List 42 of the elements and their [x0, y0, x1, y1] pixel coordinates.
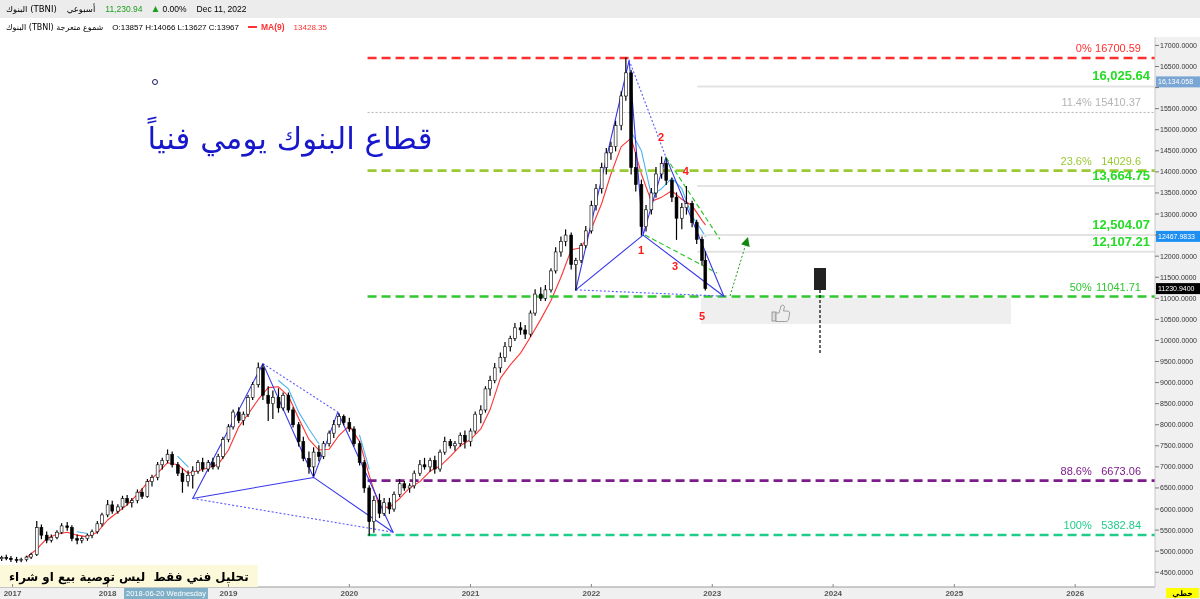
- data-label: 6673.06: [1101, 464, 1141, 477]
- x-tick-label: 2017: [3, 588, 23, 598]
- x-tick-label: 2019: [219, 588, 238, 598]
- annotation: 0%: [1075, 42, 1092, 55]
- data-label: 16,025.64: [1092, 68, 1151, 84]
- data-label: 12,504.07: [1092, 216, 1150, 232]
- x-tick-label: 2020: [340, 588, 359, 598]
- data-label: 13,664.75: [1092, 168, 1150, 183]
- annotation: 4: [682, 165, 690, 178]
- data-label: 5382.84: [1101, 519, 1141, 532]
- x-tick-label: 2024: [824, 588, 843, 598]
- annotation: 1: [637, 244, 645, 256]
- text: 0.00%: [162, 4, 188, 14]
- annotation: 3: [671, 260, 679, 272]
- text: أسبوعي: [66, 3, 96, 14]
- annotation: 23.6%: [1060, 154, 1092, 167]
- text: 13428.35: [293, 22, 328, 32]
- text: 11,230.94: [105, 4, 143, 14]
- text: O:13857 H:14066 L:13627 C:13967: [112, 22, 240, 32]
- annotation: 100%: [1063, 519, 1092, 532]
- x-tick-label: 2022: [582, 588, 601, 598]
- data-label: 15410.37: [1095, 96, 1141, 109]
- x-tick-label: 2018: [98, 588, 118, 598]
- text: Dec 11, 2022: [196, 4, 247, 14]
- x-tick-label: 2023: [703, 588, 722, 598]
- data-label: 16700.59: [1095, 42, 1141, 55]
- annotation: 2: [657, 131, 665, 144]
- x-tick-label: 2025: [945, 588, 964, 598]
- annotation: 88.6%: [1060, 464, 1092, 477]
- annotation: 5: [698, 310, 706, 322]
- text: قطاع البنوك يومي فنياً: [147, 116, 433, 157]
- legend-label: MA(9): [261, 22, 285, 32]
- annotation: 50%: [1069, 280, 1092, 293]
- data-label: 14029.6: [1101, 154, 1141, 167]
- annotation: تحليل فني فقط ليس توصية بيع او شراء: [8, 570, 249, 585]
- x-tick-label: 2026: [1066, 588, 1085, 598]
- text: البنوك (TBNI): [6, 4, 57, 14]
- data-label: 12,107.21: [1092, 233, 1150, 249]
- data-label: 11041.71: [1095, 280, 1141, 293]
- annotation: 11.4%: [1061, 96, 1092, 109]
- text: البنوك (TBNI) شموع متعرجة: [6, 22, 104, 32]
- x-tick-label: 2021: [461, 588, 480, 598]
